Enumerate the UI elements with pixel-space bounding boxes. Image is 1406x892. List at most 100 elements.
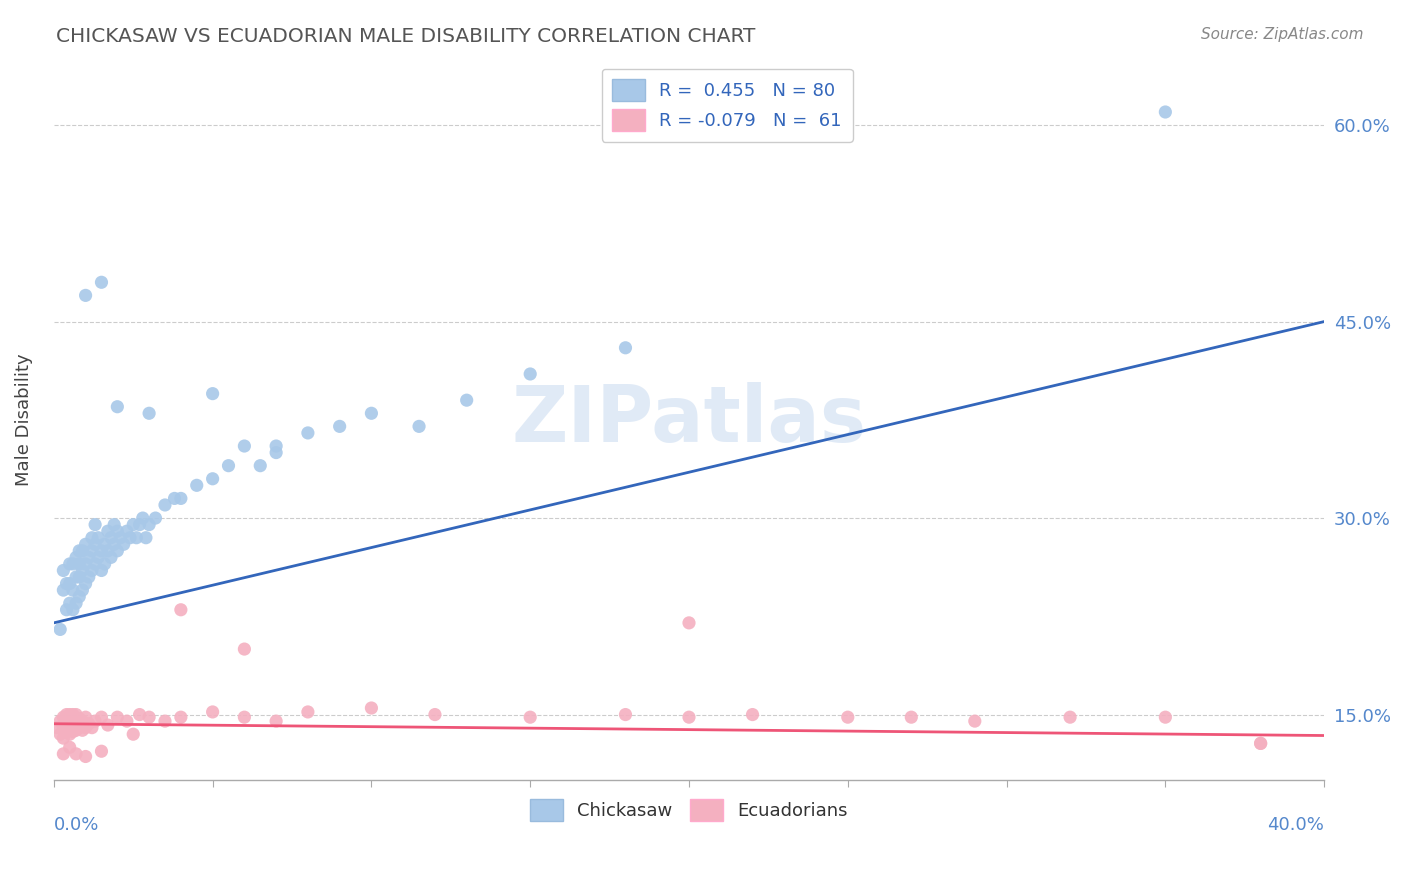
Point (59, 718, 82, 732)
Point (233, 710, 256, 724)
Point (264, 439, 287, 453)
Point (75, 537, 97, 551)
Point (80, 544, 103, 558)
Point (115, 714, 138, 728)
Point (201, 386, 224, 401)
Legend: Chickasaw, Ecuadorians: Chickasaw, Ecuadorians (523, 792, 855, 829)
Point (456, 393, 478, 408)
Point (118, 531, 141, 545)
Point (59, 596, 82, 610)
Point (105, 710, 128, 724)
Point (1250, 736, 1272, 750)
Point (128, 707, 150, 722)
Point (72, 583, 94, 598)
Point (249, 458, 271, 473)
Point (84, 557, 107, 571)
Point (132, 511, 155, 525)
Point (62, 583, 84, 598)
Point (125, 531, 148, 545)
Point (67, 544, 90, 558)
Point (90, 710, 112, 724)
Point (72, 564, 94, 578)
Point (77, 716, 100, 731)
Point (138, 710, 160, 724)
Point (62, 707, 84, 722)
Point (100, 550, 122, 565)
Point (67, 721, 90, 735)
Y-axis label: Male Disability: Male Disability (15, 353, 32, 486)
Point (115, 524, 138, 538)
Point (55, 707, 77, 722)
Point (59, 576, 82, 591)
Point (62, 557, 84, 571)
Point (84, 517, 107, 532)
Point (72, 544, 94, 558)
Point (170, 603, 193, 617)
Point (122, 727, 145, 741)
Point (65, 723, 87, 738)
Point (67, 590, 90, 604)
Point (65, 715, 87, 730)
Text: 0.0%: 0.0% (53, 816, 100, 834)
Point (55, 576, 77, 591)
Point (46, 721, 69, 735)
Point (122, 517, 145, 532)
Point (97, 524, 120, 538)
Point (65, 550, 87, 565)
Point (233, 642, 256, 657)
Point (52, 710, 75, 724)
Point (233, 439, 256, 453)
Point (52, 731, 75, 746)
Point (153, 714, 176, 728)
Point (519, 710, 541, 724)
Point (55, 603, 77, 617)
Point (90, 275, 112, 289)
Point (837, 710, 859, 724)
Point (264, 445, 287, 459)
Point (135, 531, 157, 545)
Point (103, 517, 125, 532)
Point (103, 537, 125, 551)
Point (80, 564, 103, 578)
Point (614, 707, 637, 722)
Text: 40.0%: 40.0% (1267, 816, 1324, 834)
Point (329, 419, 352, 434)
Point (423, 707, 446, 722)
Point (1154, 710, 1177, 724)
Point (87, 550, 110, 565)
Text: Source: ZipAtlas.com: Source: ZipAtlas.com (1201, 27, 1364, 42)
Point (170, 491, 193, 506)
Point (55, 716, 77, 731)
Point (84, 537, 107, 551)
Point (55, 723, 77, 738)
Point (49, 623, 72, 637)
Point (65, 570, 87, 584)
Point (97, 718, 120, 732)
Point (72, 723, 94, 738)
Point (218, 458, 240, 473)
Point (87, 531, 110, 545)
Point (62, 603, 84, 617)
Point (52, 583, 75, 598)
Point (110, 531, 132, 545)
Point (49, 714, 72, 728)
Point (145, 511, 167, 525)
Point (163, 491, 186, 506)
Text: CHICKASAW VS ECUADORIAN MALE DISABILITY CORRELATION CHART: CHICKASAW VS ECUADORIAN MALE DISABILITY … (56, 27, 755, 45)
Point (360, 701, 382, 715)
Point (49, 727, 72, 741)
Point (297, 425, 319, 440)
Point (100, 531, 122, 545)
Point (75, 721, 97, 735)
Point (170, 710, 193, 724)
Point (80, 531, 103, 545)
Point (62, 724, 84, 739)
Point (408, 419, 430, 434)
Point (112, 537, 135, 551)
Point (678, 710, 700, 724)
Point (741, 707, 763, 722)
Point (97, 544, 120, 558)
Point (1059, 710, 1081, 724)
Point (1154, 105, 1177, 120)
Point (93, 557, 115, 571)
